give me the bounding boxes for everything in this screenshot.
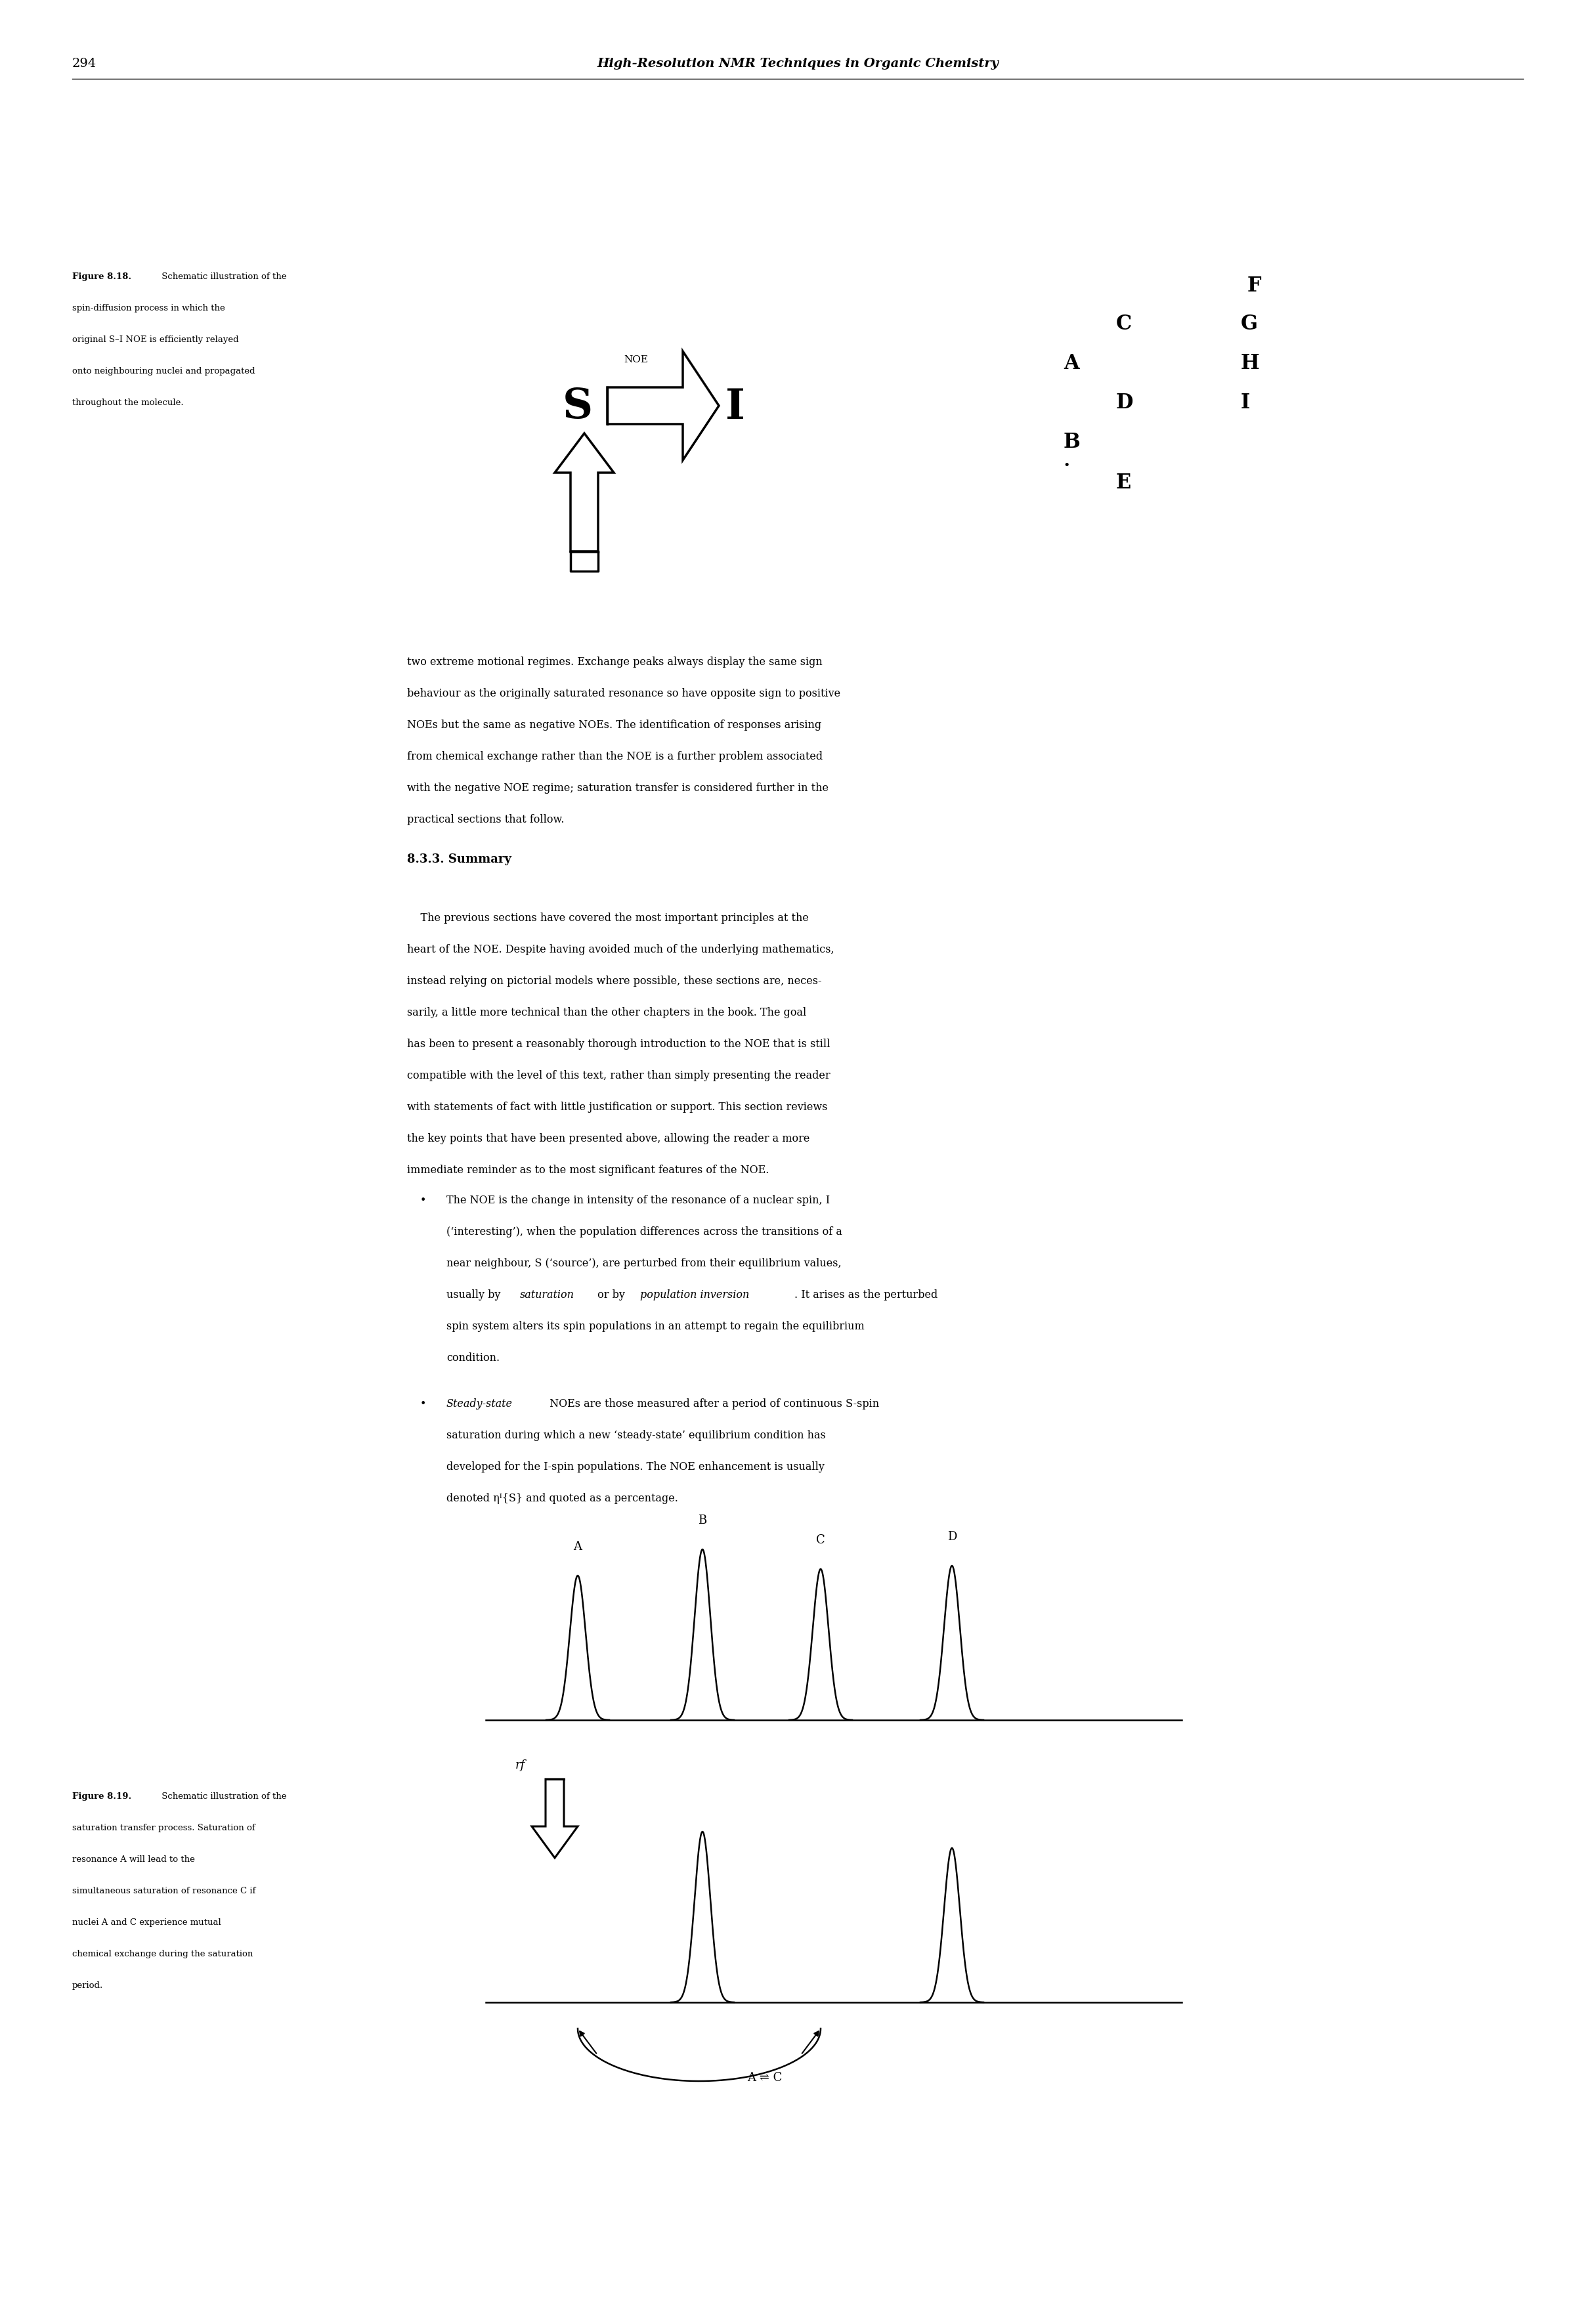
Text: chemical exchange during the saturation: chemical exchange during the saturation (72, 1950, 254, 1959)
Text: developed for the I-spin populations. The NOE enhancement is usually: developed for the I-spin populations. Th… (447, 1462, 825, 1473)
Text: A: A (1063, 353, 1079, 374)
Text: I: I (726, 388, 745, 428)
Text: two extreme motional regimes. Exchange peaks always display the same sign: two extreme motional regimes. Exchange p… (407, 655, 822, 667)
Text: . It arises as the perturbed: . It arises as the perturbed (795, 1290, 938, 1301)
Text: heart of the NOE. Despite having avoided much of the underlying mathematics,: heart of the NOE. Despite having avoided… (407, 944, 835, 955)
Text: Figure 8.18.: Figure 8.18. (72, 272, 131, 281)
Text: from chemical exchange rather than the NOE is a further problem associated: from chemical exchange rather than the N… (407, 751, 822, 762)
Text: D: D (1116, 393, 1133, 414)
Text: G: G (1240, 314, 1258, 335)
Text: H: H (1240, 353, 1259, 374)
Text: condition.: condition. (447, 1353, 500, 1364)
Text: onto neighbouring nuclei and propagated: onto neighbouring nuclei and propagated (72, 367, 255, 376)
Text: S: S (563, 388, 592, 428)
Text: NOEs but the same as negative NOEs. The identification of responses arising: NOEs but the same as negative NOEs. The … (407, 720, 822, 730)
Text: •: • (420, 1399, 426, 1408)
Text: instead relying on pictorial models where possible, these sections are, neces-: instead relying on pictorial models wher… (407, 976, 822, 988)
Text: C: C (816, 1534, 825, 1545)
Text: spin-diffusion process in which the: spin-diffusion process in which the (72, 304, 225, 311)
Text: near neighbour, S (‘source’), are perturbed from their equilibrium values,: near neighbour, S (‘source’), are pertur… (447, 1257, 841, 1269)
Text: High-Resolution NMR Techniques in Organic Chemistry: High-Resolution NMR Techniques in Organi… (597, 58, 999, 70)
Text: F: F (1248, 277, 1261, 295)
Text: ·: · (1063, 453, 1071, 479)
Text: rf: rf (516, 1759, 525, 1771)
Text: (‘interesting’), when the population differences across the transitions of a: (‘interesting’), when the population dif… (447, 1227, 843, 1236)
Text: throughout the molecule.: throughout the molecule. (72, 397, 184, 407)
Text: C: C (1116, 314, 1132, 335)
Text: NOE: NOE (624, 356, 648, 365)
Text: simultaneous saturation of resonance C if: simultaneous saturation of resonance C i… (72, 1887, 255, 1896)
Text: with the negative NOE regime; saturation transfer is considered further in the: with the negative NOE regime; saturation… (407, 783, 828, 795)
Text: I: I (1240, 393, 1250, 414)
Text: The NOE is the change in intensity of the resonance of a nuclear spin, I: The NOE is the change in intensity of th… (447, 1195, 830, 1206)
Text: has been to present a reasonably thorough introduction to the NOE that is still: has been to present a reasonably thoroug… (407, 1039, 830, 1050)
Text: saturation transfer process. Saturation of: saturation transfer process. Saturation … (72, 1824, 255, 1831)
Text: population inversion: population inversion (640, 1290, 749, 1301)
Text: 8.3.3. Summary: 8.3.3. Summary (407, 853, 511, 865)
Text: the key points that have been presented above, allowing the reader a more: the key points that have been presented … (407, 1134, 809, 1143)
Text: period.: period. (72, 1982, 104, 1989)
Text: E: E (1116, 472, 1132, 493)
Text: Schematic illustration of the: Schematic illustration of the (160, 272, 287, 281)
Text: saturation during which a new ‘steady-state’ equilibrium condition has: saturation during which a new ‘steady-st… (447, 1429, 825, 1441)
Text: 294: 294 (72, 58, 97, 70)
Text: nuclei A and C experience mutual: nuclei A and C experience mutual (72, 1917, 222, 1927)
Text: behaviour as the originally saturated resonance so have opposite sign to positiv: behaviour as the originally saturated re… (407, 688, 841, 700)
Text: A: A (573, 1541, 583, 1552)
Text: spin system alters its spin populations in an attempt to regain the equilibrium: spin system alters its spin populations … (447, 1320, 865, 1332)
Text: saturation: saturation (520, 1290, 575, 1301)
Text: NOEs are those measured after a period of continuous S-spin: NOEs are those measured after a period o… (546, 1399, 879, 1408)
Text: denoted ηᴵ{S} and quoted as a percentage.: denoted ηᴵ{S} and quoted as a percentage… (447, 1492, 678, 1504)
Text: Schematic illustration of the: Schematic illustration of the (160, 1792, 287, 1801)
Text: immediate reminder as to the most significant features of the NOE.: immediate reminder as to the most signif… (407, 1164, 769, 1176)
Text: resonance A will lead to the: resonance A will lead to the (72, 1855, 195, 1864)
Text: or by: or by (594, 1290, 629, 1301)
Text: The previous sections have covered the most important principles at the: The previous sections have covered the m… (407, 913, 809, 923)
Text: •: • (420, 1195, 426, 1206)
Text: usually by: usually by (447, 1290, 504, 1301)
Text: B: B (697, 1515, 707, 1527)
Text: sarily, a little more technical than the other chapters in the book. The goal: sarily, a little more technical than the… (407, 1006, 806, 1018)
Text: Figure 8.19.: Figure 8.19. (72, 1792, 131, 1801)
Text: original S–I NOE is efficiently relayed: original S–I NOE is efficiently relayed (72, 335, 239, 344)
Text: compatible with the level of this text, rather than simply presenting the reader: compatible with the level of this text, … (407, 1069, 830, 1081)
Text: D: D (948, 1532, 956, 1543)
Text: Steady-state: Steady-state (447, 1399, 512, 1408)
Text: with statements of fact with little justification or support. This section revie: with statements of fact with little just… (407, 1102, 827, 1113)
Text: A ⇌ C: A ⇌ C (747, 2073, 782, 2085)
Text: practical sections that follow.: practical sections that follow. (407, 813, 565, 825)
Text: B: B (1063, 432, 1080, 453)
